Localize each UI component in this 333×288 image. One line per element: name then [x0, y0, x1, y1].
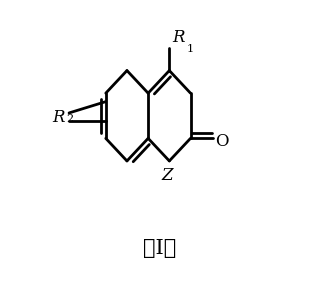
Text: R: R — [173, 29, 185, 46]
Text: O: O — [215, 133, 229, 150]
Text: （I）: （I） — [143, 239, 176, 258]
Text: 1: 1 — [187, 44, 194, 54]
Text: 2: 2 — [66, 114, 73, 124]
Text: R: R — [52, 109, 65, 126]
Text: Z: Z — [162, 167, 173, 184]
